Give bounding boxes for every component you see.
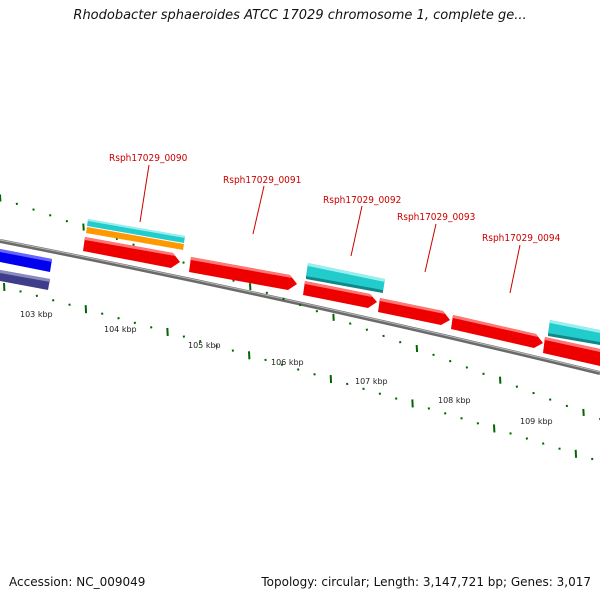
gene-label-0093[interactable]: Rsph17029_0093 — [397, 212, 475, 223]
gene-arrow-0091[interactable] — [189, 257, 297, 290]
gene-label-0092[interactable]: Rsph17029_0092 — [323, 195, 401, 206]
gene-arrow-0093[interactable] — [378, 298, 450, 325]
genome-summary-text: Topology: circular; Length: 3,147,721 bp… — [261, 575, 591, 589]
feature-orange-0090[interactable] — [86, 227, 184, 250]
reverse-feature-blue[interactable] — [0, 249, 52, 272]
chromosome-backbone-highlight — [0, 239, 600, 373]
feature-cyan-0095[interactable] — [548, 320, 600, 345]
chromosome-backbone — [0, 239, 600, 375]
inner-scale-ring — [3, 282, 594, 461]
label-leader-0094 — [509, 244, 521, 294]
feature-cyan-0092[interactable] — [306, 263, 385, 293]
tick-label-106kbp: 106 kbp — [271, 358, 304, 367]
tick-label-107kbp: 107 kbp — [355, 377, 388, 386]
gene-arrow-0090[interactable] — [83, 237, 180, 268]
tick-label-109kbp: 109 kbp — [520, 417, 553, 426]
gene-arrow-0095[interactable] — [543, 337, 600, 366]
accession-text: Accession: NC_009049 — [9, 575, 146, 589]
tick-label-108kbp: 108 kbp — [438, 396, 471, 405]
gene-arrow-0094[interactable] — [451, 315, 543, 348]
label-leader-0092 — [350, 205, 363, 257]
tick-label-103kbp: 103 kbp — [20, 310, 53, 319]
feature-cyan-0090[interactable] — [87, 219, 185, 243]
reverse-feature-navy[interactable] — [0, 270, 50, 290]
tick-label-105kbp: 105 kbp — [188, 341, 221, 350]
gene-label-0090[interactable]: Rsph17029_0090 — [109, 153, 188, 164]
gene-label-0091[interactable]: Rsph17029_0091 — [223, 175, 301, 186]
tick-label-104kbp: 104 kbp — [104, 325, 137, 334]
label-leader-0093 — [424, 223, 437, 273]
gene-arrow-0092[interactable] — [303, 281, 377, 308]
label-leader-0091 — [252, 185, 265, 235]
map-title: Rhodobacter sphaeroides ATCC 17029 chrom… — [73, 8, 527, 23]
label-leader-0090 — [139, 164, 150, 223]
gene-label-0094[interactable]: Rsph17029_0094 — [482, 233, 561, 244]
